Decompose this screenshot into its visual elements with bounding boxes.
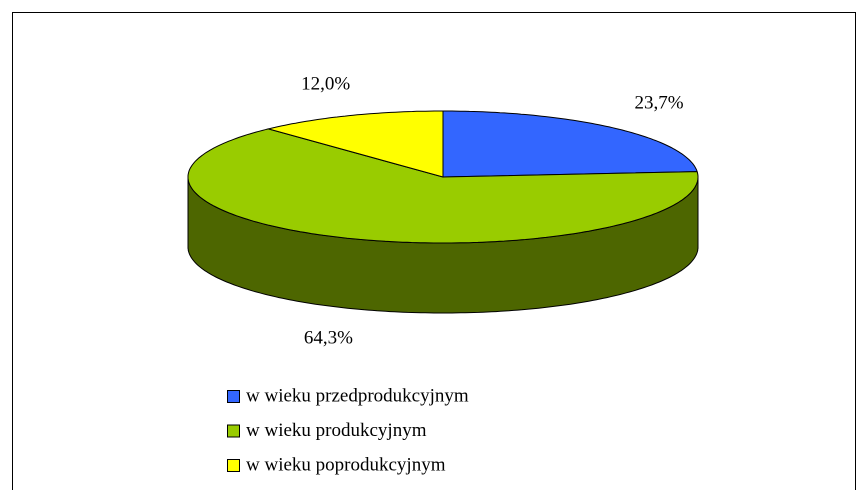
legend-label: w wieku poprodukcyjnym [246, 454, 446, 475]
legend-swatch [227, 459, 240, 472]
legend-swatch [227, 390, 240, 403]
legend-swatch [227, 424, 240, 438]
frame [12, 12, 856, 490]
legend-label: w wieku przedprodukcyjnym [246, 385, 469, 406]
data-label: 23,7% [634, 93, 683, 114]
data-label: 64,3% [304, 328, 353, 349]
legend-label: w wieku produkcyjnym [246, 420, 427, 441]
data-label: 12,0% [301, 73, 350, 94]
pie-slice [187, 128, 699, 244]
pie-slice [442, 110, 698, 178]
pie-slice [266, 110, 444, 178]
